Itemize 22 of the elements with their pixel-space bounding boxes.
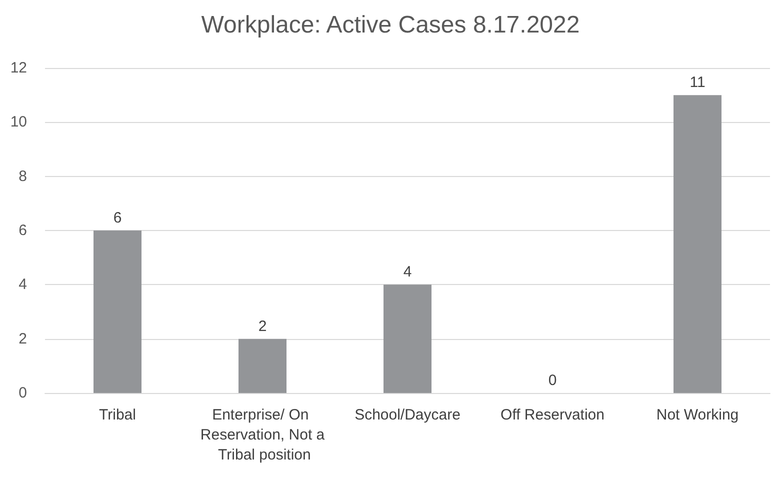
data-label: 6 — [113, 210, 122, 226]
y-tick-label: 6 — [18, 222, 27, 239]
x-tick-label: Tribal — [99, 406, 136, 424]
bar — [384, 284, 432, 393]
y-tick-label: 10 — [10, 114, 27, 131]
data-label: 2 — [258, 318, 267, 335]
y-tick-label: 0 — [18, 384, 27, 402]
bar — [674, 95, 722, 393]
y-tick-label: 4 — [18, 276, 27, 294]
y-tick-label: 8 — [18, 168, 27, 185]
bar — [94, 230, 142, 393]
x-tick-label: Enterprise/ On Reservation, Not a Tribal position — [200, 406, 326, 464]
chart-title: Workplace: Active Cases 8.17.2022 — [201, 12, 580, 38]
data-label: 4 — [403, 264, 412, 281]
x-tick-label: School/Daycare — [354, 406, 460, 424]
bar — [238, 338, 286, 393]
data-label: 0 — [548, 372, 557, 389]
data-label: 11 — [690, 74, 706, 92]
y-tick-label: 2 — [18, 330, 27, 348]
x-tick-label: Not Working — [656, 406, 739, 424]
y-tick-label: 12 — [10, 60, 27, 76]
x-tick-label: Off Reservation — [500, 406, 604, 424]
